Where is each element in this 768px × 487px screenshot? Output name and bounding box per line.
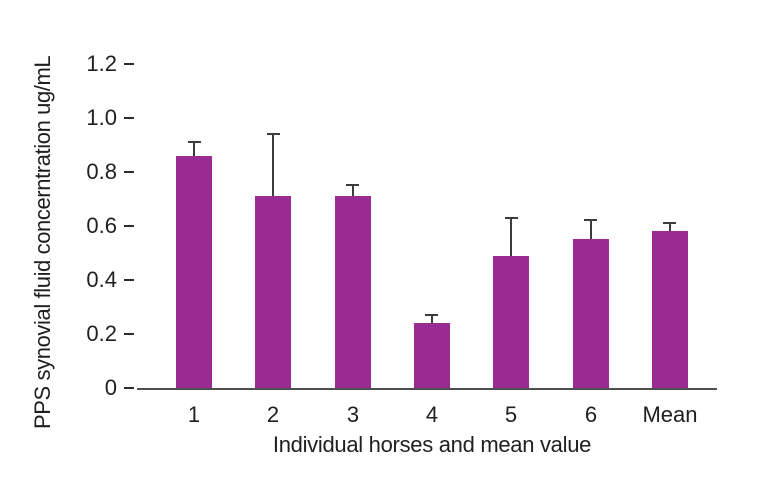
bar-4: [414, 323, 450, 388]
bar-1: [176, 156, 212, 388]
x-tick-label: Mean: [642, 402, 698, 427]
x-tick-label: 3: [346, 402, 360, 427]
y-tick-label: 0.4: [86, 267, 117, 292]
x-tick-label: 5: [504, 402, 518, 427]
error-bar-line: [193, 142, 195, 156]
error-bar-line: [669, 223, 671, 231]
y-tick-mark: [124, 279, 134, 281]
y-tick-mark: [124, 63, 134, 65]
x-tick-label: 2: [266, 402, 280, 427]
error-bar-cap: [267, 133, 280, 135]
y-tick-mark: [124, 387, 134, 389]
y-tick-label: 0.8: [86, 159, 117, 184]
bar-3: [335, 196, 371, 388]
error-bar-cap: [425, 314, 438, 316]
error-bar-cap: [505, 217, 518, 219]
error-bar-line: [352, 185, 354, 196]
error-bar-line: [510, 218, 512, 256]
error-bar-cap: [584, 219, 597, 221]
y-tick-label: 1.0: [86, 105, 117, 130]
x-tick-label: 4: [425, 402, 439, 427]
error-bar-line: [431, 315, 433, 323]
y-tick-label: 0: [104, 375, 117, 400]
x-axis-title: Individual horses and mean value: [272, 432, 592, 457]
y-tick-mark: [124, 225, 134, 227]
bar-5: [493, 256, 529, 388]
x-tick-label: 1: [187, 402, 201, 427]
y-tick-label: 1.2: [86, 51, 117, 76]
y-axis-title: PPS synovial fluid concerntration ug/mL: [30, 55, 55, 429]
y-tick-mark: [124, 171, 134, 173]
y-tick-mark: [124, 117, 134, 119]
error-bar-line: [272, 134, 274, 196]
error-bar-line: [590, 220, 592, 239]
x-axis-line: [137, 388, 717, 390]
y-tick-label: 0.6: [86, 213, 117, 238]
y-tick-mark: [124, 333, 134, 335]
error-bar-cap: [663, 222, 676, 224]
bar-2: [255, 196, 291, 388]
bar-6: [573, 239, 609, 388]
plot-area: 0 0.2 0.4 0.6 0.8 1.0 1.2 1 2 3 4 5 6 Mean: [86, 50, 717, 427]
x-tick-label: 6: [584, 402, 598, 427]
bar-mean: [652, 231, 688, 388]
y-tick-label: 0.2: [86, 321, 117, 346]
error-bar-cap: [346, 184, 359, 186]
error-bar-cap: [188, 141, 201, 143]
